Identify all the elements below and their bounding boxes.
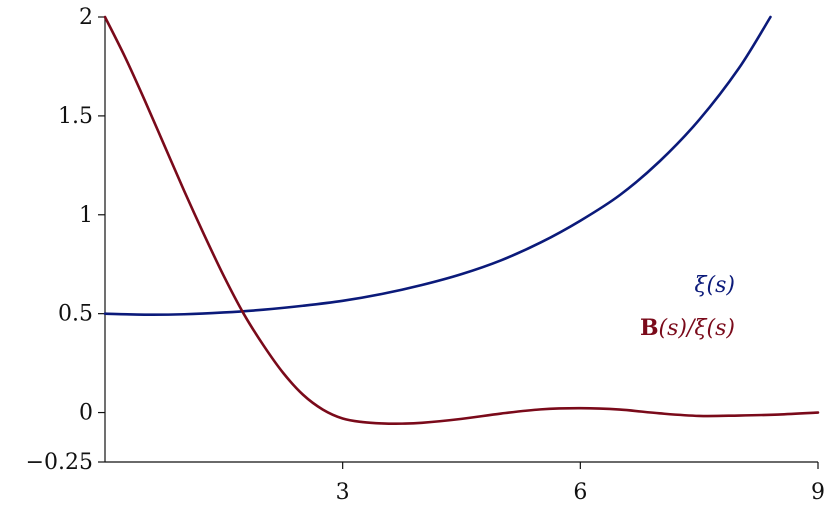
y-tick-label: 1.5: [58, 104, 93, 129]
y-tick-label: 2: [79, 5, 93, 30]
legend-label-rest-part: (s)/ξ(s): [659, 316, 735, 341]
series-line-b-over-xi: [103, 15, 820, 425]
y-tick-label: 0: [79, 401, 93, 426]
axes: −0.25 0 0.5 1 1.5 2 3 6 9: [26, 5, 825, 505]
y-tick-label: −0.25: [26, 450, 93, 475]
legend-label-xi: ξ(s): [694, 273, 735, 298]
legend-label-b-part: B: [640, 315, 659, 341]
x-tick-label: 3: [336, 480, 350, 505]
y-tick-label: 1: [79, 203, 93, 228]
legend-label-b-over-xi: B(s)/ξ(s): [640, 315, 735, 341]
series-layer: [103, 15, 820, 425]
x-tick-label: 9: [811, 480, 825, 505]
x-tick-label: 6: [573, 480, 587, 505]
series-line-xi: [103, 15, 772, 316]
legend: ξ(s) B(s)/ξ(s): [640, 273, 735, 341]
y-tick-label: 0.5: [58, 302, 93, 327]
